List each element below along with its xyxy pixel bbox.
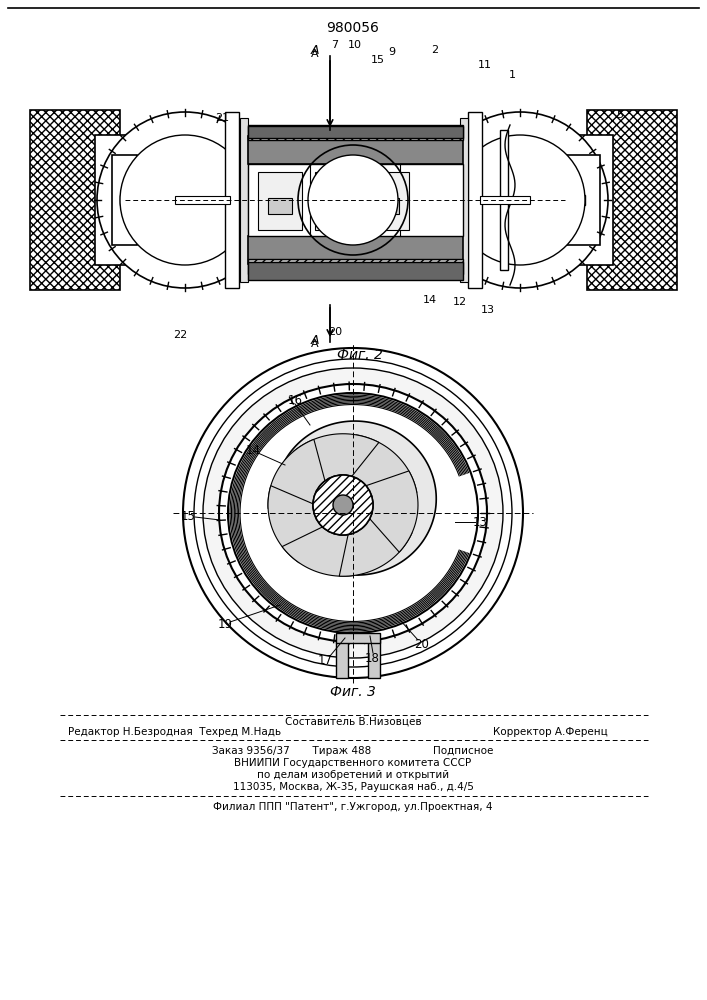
Polygon shape	[282, 526, 363, 576]
Text: Филиал ППП "Патент", г.Ужгород, ул.Проектная, 4: Филиал ППП "Патент", г.Ужгород, ул.Проек…	[214, 802, 493, 812]
Text: 18: 18	[365, 652, 380, 664]
Bar	[315, 172, 359, 230]
Ellipse shape	[219, 384, 487, 642]
Text: 1: 1	[508, 70, 515, 80]
Bar	[375, 198, 399, 214]
Text: 12: 12	[453, 297, 467, 307]
Bar	[460, 118, 468, 282]
Text: 15: 15	[180, 510, 195, 524]
Circle shape	[308, 155, 398, 245]
Bar	[336, 638, 348, 678]
Bar	[258, 172, 302, 230]
Text: 980056: 980056	[327, 21, 380, 35]
Bar	[468, 112, 482, 288]
Bar	[368, 638, 380, 678]
Text: Заказ 9356/37       Тираж 488                   Подписное: Заказ 9356/37 Тираж 488 Подписное	[212, 746, 493, 756]
Text: 14: 14	[245, 444, 260, 456]
Bar	[248, 164, 463, 236]
Text: 21: 21	[215, 113, 229, 123]
Text: А-А: А-А	[339, 365, 367, 379]
Ellipse shape	[228, 393, 478, 633]
Polygon shape	[268, 486, 333, 563]
Bar	[325, 198, 349, 214]
Text: 7: 7	[332, 40, 339, 50]
Bar	[500, 130, 508, 270]
Circle shape	[313, 475, 373, 535]
Polygon shape	[293, 434, 379, 490]
Ellipse shape	[194, 359, 512, 667]
Bar	[112, 155, 137, 245]
Circle shape	[432, 112, 608, 288]
Bar	[30, 110, 120, 290]
Bar	[565, 155, 600, 245]
Circle shape	[333, 495, 353, 515]
Bar	[365, 172, 409, 230]
Text: 17: 17	[317, 654, 332, 666]
Text: по делам изобретений и открытий: по делам изобретений и открытий	[257, 770, 449, 780]
Text: Фиг. 2: Фиг. 2	[337, 348, 383, 362]
Circle shape	[97, 112, 273, 288]
Text: Фиг. 3: Фиг. 3	[330, 685, 376, 699]
Bar	[248, 262, 463, 280]
Bar	[240, 118, 248, 282]
Bar	[95, 135, 130, 265]
Text: 113035, Москва, Ж-35, Раушская наб., д.4/5: 113035, Москва, Ж-35, Раушская наб., д.4…	[233, 782, 474, 792]
Text: 20: 20	[328, 327, 342, 337]
Bar	[248, 126, 463, 138]
Ellipse shape	[203, 368, 503, 658]
Polygon shape	[276, 421, 436, 575]
Circle shape	[120, 135, 250, 265]
Text: 14: 14	[423, 295, 437, 305]
Bar	[578, 135, 613, 265]
Text: 20: 20	[414, 638, 429, 650]
Text: Редактор Н.Безродная  Техред М.Надь: Редактор Н.Безродная Техред М.Надь	[69, 727, 281, 737]
Bar	[480, 196, 530, 204]
Circle shape	[455, 135, 585, 265]
Circle shape	[313, 475, 373, 535]
Polygon shape	[363, 471, 418, 552]
Bar	[248, 136, 463, 164]
Text: 16: 16	[288, 393, 303, 406]
Text: 10: 10	[348, 40, 362, 50]
Text: 11: 11	[478, 60, 492, 70]
Bar	[175, 196, 230, 204]
Bar	[225, 112, 239, 288]
Text: ВНИИПИ Государственного комитета СССР: ВНИИПИ Государственного комитета СССР	[235, 758, 472, 768]
Bar	[268, 198, 292, 214]
Text: 2: 2	[431, 45, 438, 55]
Text: 9: 9	[388, 47, 395, 57]
Bar	[248, 125, 463, 140]
Polygon shape	[339, 509, 412, 576]
Bar	[248, 259, 463, 274]
Text: 13: 13	[472, 516, 487, 528]
Text: 22: 22	[173, 330, 187, 340]
Polygon shape	[268, 439, 326, 513]
Text: 5: 5	[617, 110, 624, 120]
Polygon shape	[341, 435, 417, 494]
Text: Составитель В.Низовцев: Составитель В.Низовцев	[285, 717, 421, 727]
Bar	[248, 236, 463, 264]
Text: 13: 13	[481, 305, 495, 315]
Text: Корректор А.Ференц: Корректор А.Ференц	[493, 727, 607, 737]
Text: А: А	[311, 49, 319, 59]
Bar	[336, 633, 380, 643]
Text: 15: 15	[371, 55, 385, 65]
Bar	[587, 110, 677, 290]
Text: А: А	[311, 44, 320, 57]
Bar	[120, 195, 175, 205]
Text: А: А	[311, 334, 320, 347]
Ellipse shape	[183, 348, 523, 678]
Bar	[530, 195, 585, 205]
Text: 19: 19	[218, 618, 233, 632]
Text: А: А	[311, 339, 319, 349]
